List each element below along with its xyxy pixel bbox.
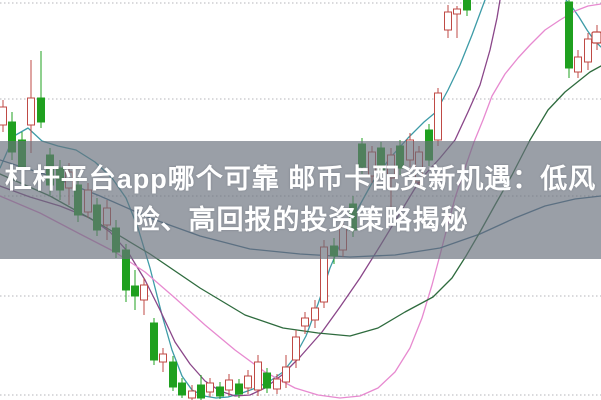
candle-body [574, 56, 582, 73]
candle-body [444, 11, 452, 31]
candle-body [292, 336, 300, 361]
candle-body [216, 386, 224, 397]
candle-down [565, 0, 573, 78]
candle-body [311, 307, 319, 321]
candle-up [244, 370, 252, 394]
candle-body [178, 382, 186, 396]
candle-up [254, 355, 262, 396]
candle-body [434, 92, 442, 141]
candle-body [37, 97, 45, 123]
candle-up [27, 60, 35, 153]
candle-body [244, 375, 252, 389]
candle-down [150, 318, 158, 365]
candle-down [169, 356, 177, 391]
candle-up [434, 88, 442, 146]
candle-body [150, 322, 158, 361]
price-marker [591, 31, 601, 44]
candle-up [188, 385, 196, 400]
candle-body [301, 317, 309, 327]
candle-up [273, 374, 281, 394]
candle-body [0, 106, 7, 126]
candle-up [140, 278, 148, 315]
candle-up [311, 300, 319, 328]
candle-body [263, 372, 271, 389]
candle-body [206, 382, 214, 393]
candle-body [254, 361, 262, 391]
candle-up [584, 33, 592, 70]
candle-body [225, 379, 233, 391]
candle-down [178, 378, 186, 398]
candle-body [27, 97, 35, 126]
candle-down [197, 375, 205, 400]
candle-body [453, 8, 461, 15]
candle-down [235, 379, 243, 398]
candle-body [273, 378, 281, 390]
candle-body [565, 1, 573, 69]
candle-down [263, 368, 271, 393]
candle-body [235, 383, 243, 395]
candle-up [159, 348, 167, 372]
candle-down [216, 382, 224, 399]
candle-body [169, 361, 177, 388]
candle-body [282, 366, 290, 383]
candle-up [206, 378, 214, 397]
headline-line-1: 杠杆平台app哪个可靠 邮币卡配资新机遇：低风 [4, 164, 597, 194]
ma-longest-green-line [0, 65, 601, 337]
candle-up [282, 355, 290, 388]
candle-down [37, 51, 45, 128]
candle-up [0, 100, 7, 132]
candle-body [140, 284, 148, 301]
candle-up [444, 5, 452, 38]
candle-body [159, 353, 167, 363]
headline-line-2: 险、高回报的投资策略揭秘 [132, 205, 469, 235]
candle-up [292, 330, 300, 368]
candle-up [225, 374, 233, 396]
candle-body [188, 390, 196, 399]
candle-body [131, 285, 139, 297]
candle-body [463, 0, 471, 11]
candle-up [574, 50, 582, 78]
candle-body [584, 38, 592, 63]
candle-body [197, 384, 205, 399]
title-banner: 杠杆平台app哪个可靠 邮币卡配资新机遇：低风 险、高回报的投资策略揭秘 [0, 141, 601, 259]
candle-down [463, 0, 471, 16]
ma-slow-pink-line [0, 3, 601, 399]
candle-down [131, 270, 139, 310]
candle-up [453, 6, 461, 38]
candle-up [301, 312, 309, 334]
